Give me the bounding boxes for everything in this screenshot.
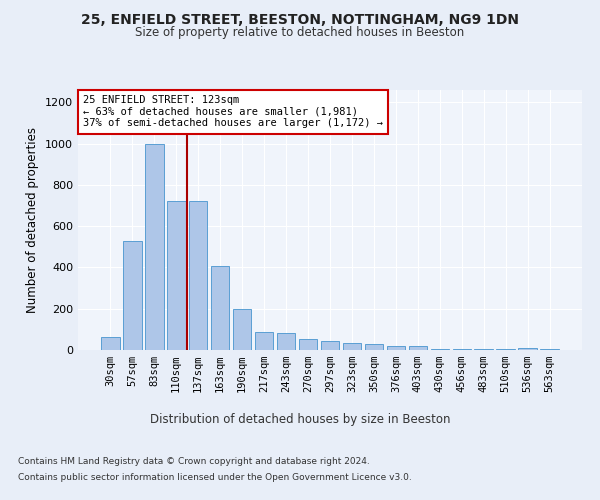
Bar (299, 338, 317, 350)
Bar (145, 144, 164, 350)
Bar (431, 349, 449, 350)
Bar (475, 349, 493, 350)
Text: Contains public sector information licensed under the Open Government Licence v3: Contains public sector information licen… (18, 472, 412, 482)
Bar (541, 349, 559, 350)
Bar (277, 334, 295, 350)
Bar (320, 340, 340, 350)
Bar (518, 348, 537, 350)
Bar (101, 336, 119, 350)
Text: 25 ENFIELD STREET: 123sqm
← 63% of detached houses are smaller (1,981)
37% of se: 25 ENFIELD STREET: 123sqm ← 63% of detac… (83, 95, 383, 128)
Y-axis label: Number of detached properties: Number of detached properties (26, 127, 40, 313)
Bar (167, 202, 185, 350)
Text: Size of property relative to detached houses in Beeston: Size of property relative to detached ho… (136, 26, 464, 39)
Bar (343, 343, 361, 350)
Text: Distribution of detached houses by size in Beeston: Distribution of detached houses by size … (150, 412, 450, 426)
Text: 25, ENFIELD STREET, BEESTON, NOTTINGHAM, NG9 1DN: 25, ENFIELD STREET, BEESTON, NOTTINGHAM,… (81, 12, 519, 26)
Bar (452, 349, 471, 350)
Bar (409, 346, 427, 350)
Bar (496, 349, 515, 350)
Bar (365, 344, 383, 350)
Bar (189, 202, 208, 350)
Bar (255, 332, 274, 350)
Bar (233, 308, 251, 350)
Bar (211, 266, 229, 350)
Bar (386, 346, 405, 350)
Bar (123, 240, 142, 350)
Text: Contains HM Land Registry data © Crown copyright and database right 2024.: Contains HM Land Registry data © Crown c… (18, 458, 370, 466)
